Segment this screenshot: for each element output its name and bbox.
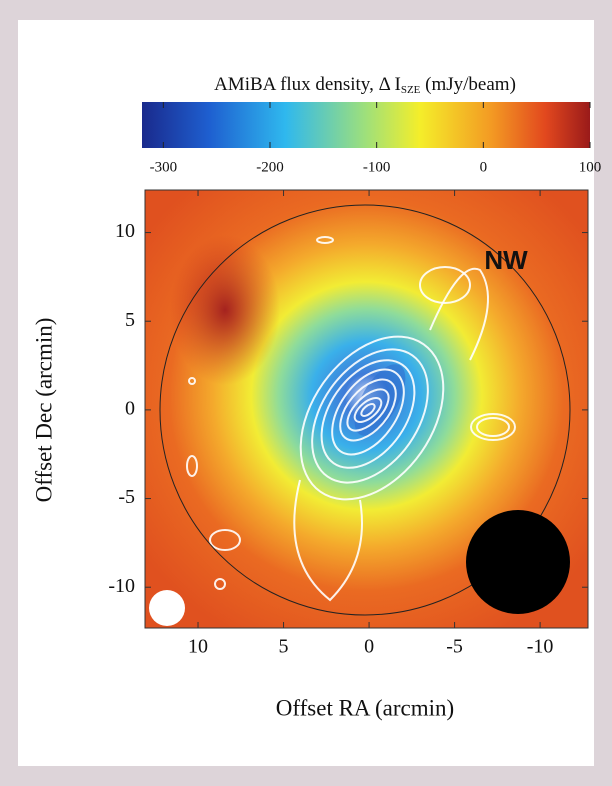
label-sub: SZE bbox=[401, 84, 421, 96]
y-tick-label: -5 bbox=[118, 486, 135, 508]
label-text: AMiBA flux density, Δ I bbox=[214, 74, 401, 95]
colorbar-tick-label: -200 bbox=[256, 159, 284, 175]
y-tick-label: -10 bbox=[108, 575, 135, 597]
figure: AMiBA flux density, Δ ISZE (mJy/beam) bbox=[0, 0, 612, 786]
beam-small bbox=[149, 590, 185, 626]
y-tick-label: 0 bbox=[125, 397, 135, 419]
y-tick-label: 5 bbox=[125, 309, 135, 331]
colorbar-tick-label: 100 bbox=[579, 159, 602, 175]
colorbar bbox=[142, 102, 590, 148]
y-axis-label: Offset Dec (arcmin) bbox=[31, 318, 56, 503]
y-tick-label: 10 bbox=[115, 220, 135, 242]
beam-large bbox=[466, 510, 570, 614]
x-tick-label: 5 bbox=[279, 636, 289, 658]
colorbar-tick-label: 0 bbox=[480, 159, 488, 175]
x-tick-label: 10 bbox=[188, 636, 208, 658]
annotation: NW bbox=[484, 245, 528, 275]
label-suffix: (mJy/beam) bbox=[420, 74, 516, 95]
x-tick-label: -10 bbox=[527, 636, 554, 658]
x-tick-label: -5 bbox=[446, 636, 463, 658]
colorbar-tick-label: -100 bbox=[363, 159, 391, 175]
x-axis-label: Offset RA (arcmin) bbox=[276, 695, 454, 720]
colorbar-tick-label: -300 bbox=[150, 159, 178, 175]
x-tick-label: 0 bbox=[364, 636, 374, 658]
colorbar-label: AMiBA flux density, Δ ISZE (mJy/beam) bbox=[214, 74, 516, 95]
